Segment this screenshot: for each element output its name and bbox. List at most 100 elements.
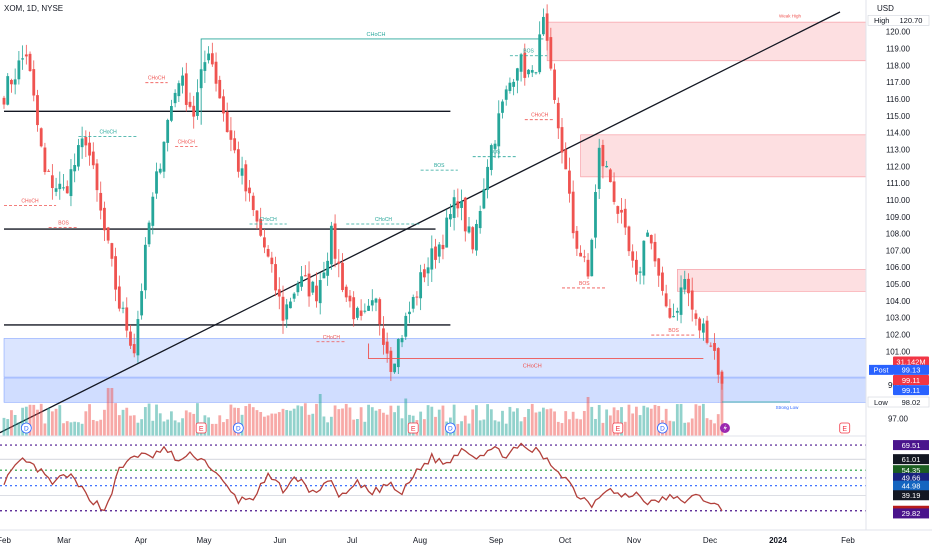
volume-bar (493, 420, 497, 436)
volume-bar (605, 409, 609, 436)
candle-body (713, 343, 716, 351)
candle (631, 244, 635, 268)
candle (240, 156, 244, 185)
volume-bar (467, 423, 471, 436)
volume-bar (359, 407, 363, 436)
candle (441, 234, 445, 260)
candle-body (564, 149, 568, 170)
candle-body (307, 273, 311, 297)
candle (203, 50, 207, 84)
candle-body (560, 127, 564, 153)
candle (385, 332, 389, 363)
candle (642, 240, 646, 285)
candle-body (460, 201, 463, 208)
rsi-badge-text-8: 29.82 (902, 509, 921, 518)
candle-body (106, 227, 110, 241)
earnings-marker-box (407, 422, 419, 434)
candle (13, 68, 17, 95)
bos-aug-label: BOS (434, 163, 445, 169)
candle-body (523, 52, 527, 78)
candle-body (649, 234, 653, 244)
choch-feb-label: CHoCH (21, 198, 39, 204)
candle (39, 127, 43, 148)
candle-body (687, 278, 690, 294)
symbol-title: XOM, 1D, NYSE (4, 4, 64, 13)
candle-body (627, 226, 631, 252)
candle (170, 99, 173, 123)
candle-body (263, 237, 266, 248)
candle-body (344, 286, 348, 298)
volume-bar (88, 404, 91, 436)
candle (716, 347, 720, 383)
price-tick-label: 116.00 (886, 95, 910, 104)
volume-bar (218, 415, 222, 436)
candle-body (534, 72, 538, 74)
volume-bar (151, 420, 155, 436)
candle-body (32, 69, 36, 96)
candle-body (449, 214, 452, 220)
volume-bar (426, 405, 430, 436)
candle (430, 235, 434, 282)
candle-body (210, 53, 214, 65)
candle (411, 294, 415, 313)
candle (720, 369, 724, 390)
volume-bar (17, 422, 21, 436)
candle-body (95, 163, 99, 191)
time-label-dec: Dec (703, 536, 717, 545)
candle-body (6, 76, 10, 105)
volume-bar (690, 418, 694, 436)
candle (620, 197, 623, 224)
rsi-badge-8 (893, 508, 929, 519)
candle-body (315, 285, 318, 302)
candle-body (400, 338, 404, 343)
demand-zone-lower (3, 377, 867, 403)
candle (426, 257, 430, 286)
candle-body (136, 319, 140, 356)
candle (575, 226, 579, 256)
candle-body (43, 147, 47, 173)
candle-body (631, 251, 635, 261)
volume-bar (512, 411, 516, 436)
candle (378, 297, 382, 336)
volume-bar (244, 406, 248, 436)
candle (65, 180, 69, 194)
rsi-badge-text-5: 44.98 (902, 481, 921, 490)
volume-bar (300, 406, 303, 436)
choch-main-line (200, 38, 544, 125)
candle (255, 209, 259, 230)
candle-body (303, 275, 307, 277)
candle-body (274, 264, 277, 291)
candle (489, 143, 493, 176)
high-value: 120.70 (900, 16, 923, 25)
candle (530, 65, 534, 78)
volume-bar (713, 423, 716, 436)
dividend-marker-circle (444, 422, 456, 434)
candle (638, 266, 642, 285)
candle (497, 100, 501, 159)
candle-body (553, 69, 556, 100)
candle-body (289, 301, 292, 309)
candle (36, 89, 39, 132)
volume-bar (504, 423, 508, 436)
time-label-jun: Jun (274, 536, 287, 545)
candle-body (568, 170, 571, 194)
candle-body (575, 230, 579, 249)
candle-body (590, 239, 594, 277)
volume-bar (196, 403, 199, 436)
price-tick-label: 109.00 (886, 213, 911, 222)
volume-bar (475, 405, 478, 436)
candle (713, 333, 716, 360)
candle-body (430, 248, 434, 270)
volume-bar (705, 418, 709, 436)
candle-body (229, 130, 233, 140)
volume-bar (523, 417, 527, 436)
volume-bar (356, 418, 359, 436)
candle-body (508, 82, 512, 92)
candle-body (601, 144, 605, 167)
volume-bar (140, 419, 144, 436)
price-badge-4-text: 99.11 (902, 386, 920, 395)
candle (508, 77, 512, 94)
candle (445, 209, 449, 248)
candle (207, 46, 210, 64)
